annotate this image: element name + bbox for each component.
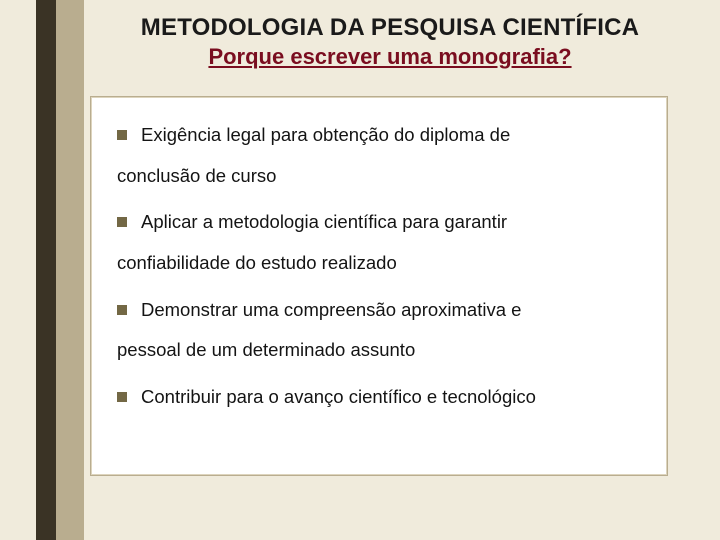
square-bullet-icon xyxy=(117,305,127,315)
list-item: Contribuir para o avanço científico e te… xyxy=(117,377,641,418)
square-bullet-icon xyxy=(117,130,127,140)
bullet-text: Exigência legal para obtenção do diploma… xyxy=(117,124,510,145)
bullet-line1: Exigência legal para obtenção do diploma… xyxy=(141,124,510,145)
title-subtitle: Porque escrever uma monografia? xyxy=(90,44,690,70)
bullet-text: Contribuir para o avanço científico e te… xyxy=(117,386,536,407)
bullet-line1: Demonstrar uma compreensão aproximativa … xyxy=(141,299,521,320)
content-frame: Exigência legal para obtenção do diploma… xyxy=(90,96,668,476)
square-bullet-icon xyxy=(117,392,127,402)
bullet-line2: pessoal de um determinado assunto xyxy=(117,330,641,371)
title-block: METODOLOGIA DA PESQUISA CIENTÍFICA Porqu… xyxy=(90,14,690,70)
list-item: Demonstrar uma compreensão aproximativa … xyxy=(117,290,641,371)
title-main: METODOLOGIA DA PESQUISA CIENTÍFICA xyxy=(90,14,690,42)
list-item: Exigência legal para obtenção do diploma… xyxy=(117,115,641,196)
square-bullet-icon xyxy=(117,217,127,227)
bullet-line2: conclusão de curso xyxy=(117,156,641,197)
list-item: Aplicar a metodologia científica para ga… xyxy=(117,202,641,283)
spine-light-stripe xyxy=(56,0,84,540)
bullet-line1: Contribuir para o avanço científico e te… xyxy=(141,386,536,407)
bullet-line2: confiabilidade do estudo realizado xyxy=(117,243,641,284)
bullet-line1: Aplicar a metodologia científica para ga… xyxy=(141,211,507,232)
spine-dark-stripe xyxy=(36,0,56,540)
bullet-text: Demonstrar uma compreensão aproximativa … xyxy=(117,299,521,320)
bullet-text: Aplicar a metodologia científica para ga… xyxy=(117,211,507,232)
